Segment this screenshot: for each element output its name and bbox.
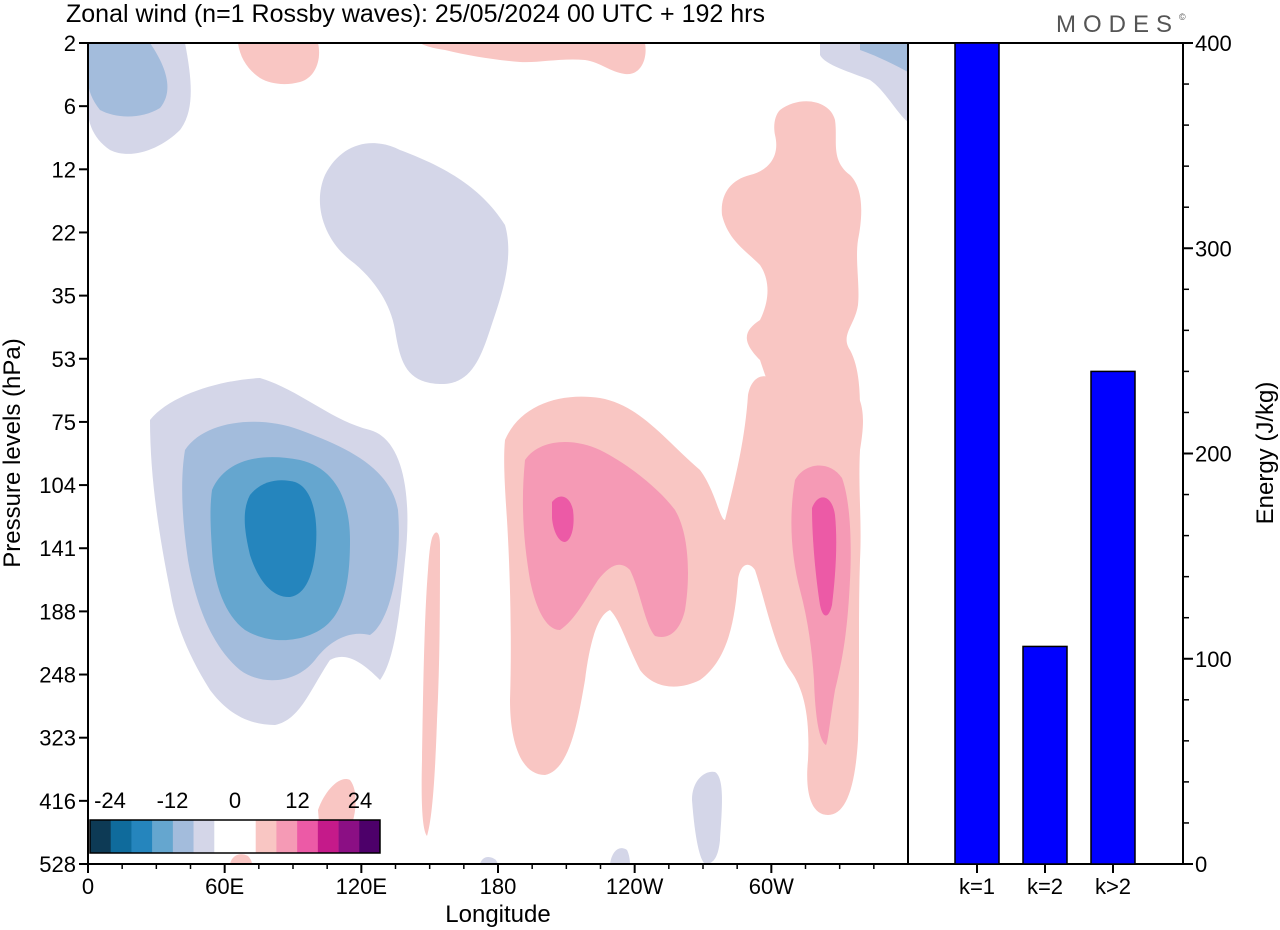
colorbar-label: 24 xyxy=(348,788,372,813)
colorbar-swatch xyxy=(214,820,236,853)
colorbar-swatch xyxy=(317,820,339,853)
longitude-tick-label: 120E xyxy=(336,874,387,899)
colorbar xyxy=(89,819,381,854)
longitude-tick-label: 0 xyxy=(82,874,94,899)
positive-region-core-east xyxy=(812,497,837,616)
contour-panel: 2 6 12 22 35 53 75 104 141 188 248 323 416 528 0 60E 12… xyxy=(0,31,909,928)
colorbar-swatch xyxy=(255,820,277,853)
colorbar-frame xyxy=(89,819,381,854)
pressure-tick-label: 323 xyxy=(39,726,76,751)
colorbar-swatch xyxy=(359,820,381,853)
positive-region-upper-tongue xyxy=(721,101,862,411)
longitude-axis: 0 60E 120E 180 120W 60W xyxy=(82,864,875,899)
colorbar-swatch xyxy=(276,820,298,853)
negative-region-upper-left-inner xyxy=(88,43,168,117)
pressure-tick-label: 104 xyxy=(39,473,76,498)
pressure-tick-label: 12 xyxy=(52,157,76,182)
energy-tick-label: 0 xyxy=(1195,852,1207,877)
pressure-tick-label: 528 xyxy=(39,852,76,877)
energy-tick-label: 100 xyxy=(1195,647,1232,672)
colorbar-swatch xyxy=(193,820,215,853)
pressure-tick-label: 53 xyxy=(52,347,76,372)
colorbar-labels: -24 -12 0 12 24 xyxy=(94,788,372,813)
bar-categories: k=1 k=2 k>2 xyxy=(959,864,1131,899)
brand-mark: © xyxy=(1179,12,1193,22)
energy-bar xyxy=(954,42,1000,865)
colorbar-swatch xyxy=(172,820,194,853)
colorbar-swatch xyxy=(338,820,360,853)
colorbar-swatch xyxy=(90,820,112,853)
colorbar-label: 0 xyxy=(229,788,241,813)
bar-category-label: k>2 xyxy=(1095,874,1131,899)
energy-tick-label: 200 xyxy=(1195,442,1232,467)
brand-logo: MODES© xyxy=(1056,11,1193,38)
bar-category-label: k=1 xyxy=(959,874,995,899)
colorbar-label: 12 xyxy=(285,788,309,813)
negative-region-bottom-3 xyxy=(480,856,498,864)
energy-bar xyxy=(1090,370,1136,865)
positive-region-core-central xyxy=(552,496,574,542)
pressure-axis: 2 6 12 22 35 53 75 104 141 188 248 323 416 528 xyxy=(39,31,88,877)
pressure-tick-label: 75 xyxy=(52,410,76,435)
contour-fills xyxy=(88,43,908,864)
energy-bar xyxy=(1022,645,1068,865)
longitude-tick-label: 60E xyxy=(205,874,244,899)
colorbar-swatch xyxy=(131,820,153,853)
negative-region-stratosphere xyxy=(319,143,509,385)
colorbar-swatch xyxy=(152,820,174,853)
bar-category-label: k=2 xyxy=(1027,874,1063,899)
positive-region-bottom-2 xyxy=(230,854,252,864)
colorbar-label: -24 xyxy=(94,788,126,813)
longitude-tick-label: 180 xyxy=(480,874,517,899)
colorbar-swatch xyxy=(297,820,319,853)
longitude-tick-label: 60W xyxy=(749,874,794,899)
energy-tick-label: 400 xyxy=(1195,31,1232,56)
negative-region-core xyxy=(244,480,317,598)
energy-tick-label: 300 xyxy=(1195,236,1232,261)
pressure-tick-label: 188 xyxy=(39,599,76,624)
pressure-tick-label: 141 xyxy=(39,536,76,561)
positive-region-main-mid xyxy=(522,441,688,637)
negative-region-top-right xyxy=(820,43,908,122)
pressure-tick-label: 248 xyxy=(39,663,76,688)
energy-axis: 0 100 200 300 400 xyxy=(1183,31,1232,877)
pressure-tick-label: 2 xyxy=(64,31,76,56)
brand-name: MODES xyxy=(1056,11,1179,38)
energy-bar-panel: k=1 k=2 k>2 0 100 200 300 400 Energy (J/kg) xyxy=(907,31,1279,899)
negative-region-bottom-1 xyxy=(692,771,723,864)
positive-region-top-2 xyxy=(420,43,646,75)
colorbar-swatch xyxy=(110,820,132,853)
pressure-tick-label: 416 xyxy=(39,789,76,814)
y-axis-label: Pressure levels (hPa) xyxy=(0,338,26,567)
energy-axis-label: Energy (J/kg) xyxy=(1252,382,1279,525)
chart-title: Zonal wind (n=1 Rossby waves): 25/05/202… xyxy=(66,0,765,28)
positive-region-narrow-band xyxy=(421,532,440,836)
negative-region-bottom-2 xyxy=(610,848,630,864)
longitude-tick-label: 120W xyxy=(606,874,664,899)
pressure-tick-label: 35 xyxy=(52,284,76,309)
negative-region-top-right-inner xyxy=(860,43,908,72)
x-axis-label: Longitude xyxy=(445,901,550,928)
colorbar-swatch xyxy=(235,820,257,853)
pressure-tick-label: 6 xyxy=(64,94,76,119)
positive-region-top-1 xyxy=(238,43,320,85)
pressure-tick-label: 22 xyxy=(52,220,76,245)
energy-bars xyxy=(954,42,1136,865)
colorbar-label: -12 xyxy=(157,788,189,813)
